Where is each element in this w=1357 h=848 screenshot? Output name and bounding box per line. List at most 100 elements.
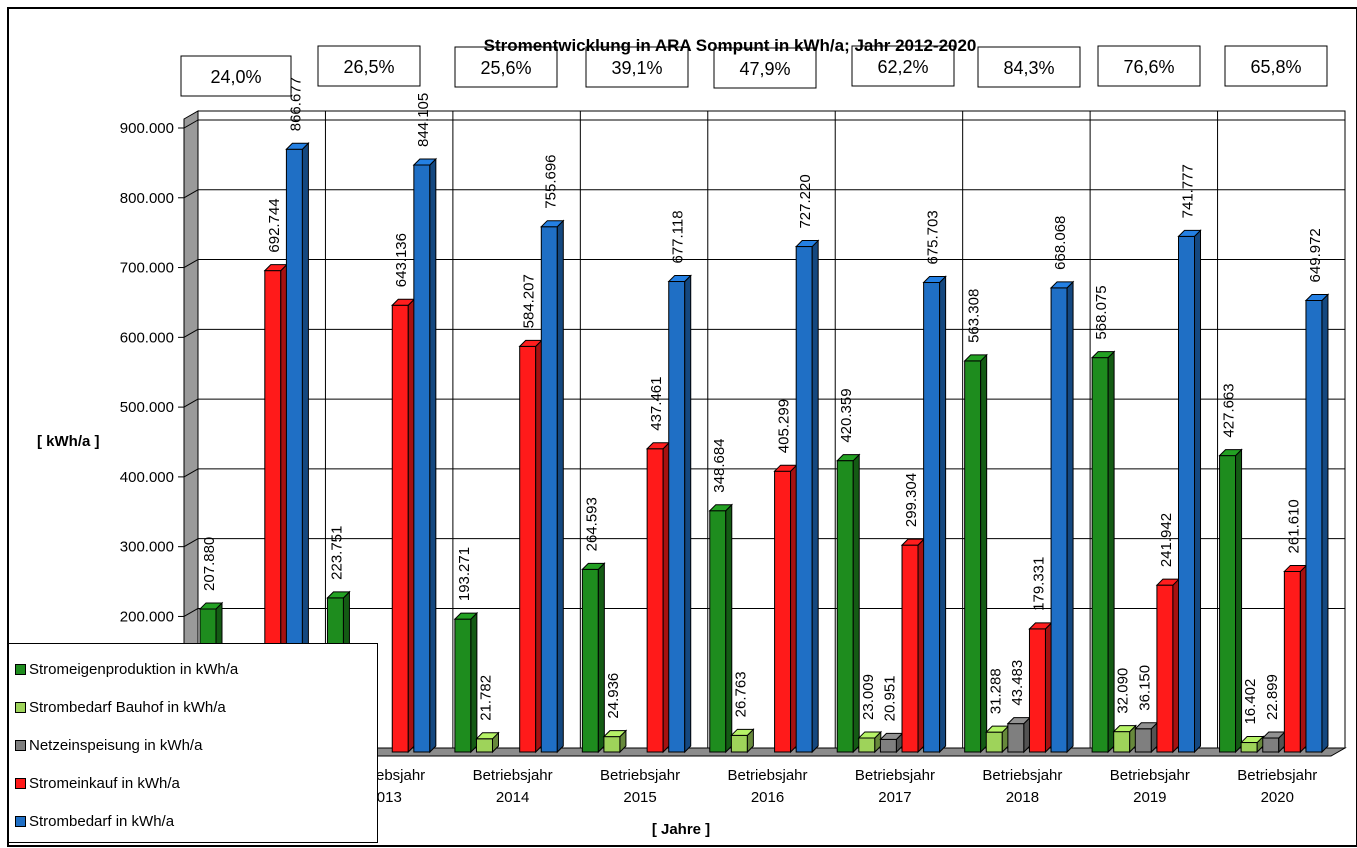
data-label: 866.677 — [287, 77, 304, 131]
percentage-box: 25,6% — [454, 46, 558, 88]
bar — [263, 263, 289, 754]
data-label: 755.696 — [542, 154, 559, 208]
x-tick-label: 2014 — [496, 789, 529, 806]
data-label: 649.972 — [1307, 228, 1324, 282]
x-tick-label: Betriebsjahr — [727, 767, 807, 784]
data-label: 223.751 — [328, 526, 345, 580]
bar-front — [1028, 628, 1046, 753]
bar-front — [668, 281, 686, 753]
legend-item: Strombedarf Bauhof in kWh/a — [9, 688, 377, 726]
data-label: 741.777 — [1180, 164, 1197, 218]
bar-front — [1240, 742, 1258, 753]
x-tick-label: 2019 — [1133, 789, 1166, 806]
data-label: 21.782 — [477, 675, 494, 721]
bar-side — [852, 453, 860, 754]
bar-side — [790, 463, 798, 754]
legend-item: Stromeigenproduktion in kWh/a — [9, 650, 377, 688]
bar-side — [1194, 229, 1202, 754]
bar — [773, 463, 798, 754]
x-tick-label: Betriebsjahr — [855, 767, 935, 784]
data-label: 36.150 — [1136, 665, 1153, 711]
percentage-label: 26,5% — [343, 57, 394, 77]
bar-front — [1091, 357, 1109, 753]
data-label: 26.763 — [732, 671, 749, 717]
bar-front — [774, 470, 792, 753]
y-tick-label: 700.000 — [120, 260, 174, 277]
bar — [1261, 730, 1286, 754]
percentage-label: 84,3% — [1003, 58, 1054, 78]
bar-front — [1262, 737, 1280, 753]
bar-side — [725, 503, 733, 754]
bar-top — [326, 591, 351, 599]
percentage-box: 76,6% — [1097, 45, 1201, 87]
bar-side — [684, 274, 692, 754]
x-tick-label: 2020 — [1261, 789, 1294, 806]
legend-item: Strombedarf in kWh/a — [9, 802, 377, 840]
x-tick-label: Betriebsjahr — [473, 767, 553, 784]
bar-front — [709, 510, 727, 753]
percentage-box-border — [1224, 45, 1328, 87]
bar — [518, 339, 543, 754]
data-label: 193.271 — [456, 547, 473, 601]
bar-top — [963, 354, 988, 362]
data-label: 31.288 — [987, 668, 1004, 714]
bar-top — [602, 730, 628, 738]
data-label: 437.461 — [648, 377, 665, 431]
data-label: 675.703 — [925, 210, 942, 264]
bar-front — [540, 226, 558, 753]
chart-frame — [7, 7, 1357, 847]
data-label: 643.136 — [393, 233, 410, 287]
bar-front — [1305, 299, 1323, 753]
x-tick-label: 2016 — [751, 789, 784, 806]
legend-label: Strombedarf Bauhof in kWh/a — [29, 698, 226, 716]
bar-front — [1219, 455, 1237, 753]
legend-swatch-icon — [15, 739, 26, 751]
grid-line-side — [183, 189, 199, 199]
bar-side — [556, 219, 564, 754]
bar-front — [1134, 728, 1152, 753]
bar — [963, 353, 988, 754]
data-label: 692.744 — [266, 198, 283, 252]
x-tick-label: Betriebsjahr — [1110, 767, 1190, 784]
bar — [1006, 716, 1032, 754]
x-tick-label: 2015 — [623, 789, 656, 806]
grid-line-side — [183, 119, 199, 129]
bar — [857, 730, 883, 754]
bar — [985, 724, 1010, 754]
bar-front — [519, 345, 537, 753]
legend-swatch-icon — [15, 777, 26, 789]
data-label: 22.899 — [1264, 674, 1281, 720]
data-label: 23.009 — [860, 674, 877, 720]
percentage-box-border — [454, 46, 558, 88]
bar-top — [198, 602, 224, 610]
percentage-box-border — [1097, 45, 1201, 87]
bar-top — [1049, 281, 1075, 289]
x-tick-label: Betriebsjahr — [600, 767, 680, 784]
y-tick-label: 300.000 — [120, 539, 174, 556]
data-label: 584.207 — [521, 274, 538, 328]
legend-item: Netzeinspeisung in kWh/a — [9, 726, 377, 764]
data-label: 563.308 — [966, 289, 983, 343]
legend-label: Stromeinkauf in kWh/a — [29, 774, 180, 792]
bar-front — [581, 568, 599, 753]
bar-top — [540, 220, 565, 228]
bar-top — [1218, 449, 1243, 457]
data-label: 420.359 — [838, 388, 855, 442]
percentage-label: 47,9% — [739, 59, 790, 79]
percentage-box-border — [585, 46, 689, 88]
data-label: 16.402 — [1242, 679, 1259, 725]
data-label: 179.331 — [1030, 557, 1047, 611]
bar-side — [1235, 448, 1243, 754]
outer-border — [7, 7, 1357, 847]
bar-top — [794, 240, 820, 248]
percentage-label: 76,6% — [1123, 57, 1174, 77]
x-axis: Betriebsjahr2012Betriebsjahr2013Betriebs… — [218, 767, 1318, 806]
bar-front — [795, 246, 813, 753]
bar-front — [1283, 570, 1301, 753]
bar — [708, 503, 733, 754]
bar-top — [475, 732, 500, 740]
bar — [540, 219, 565, 754]
bar — [1134, 721, 1159, 754]
bar-top — [708, 504, 733, 512]
